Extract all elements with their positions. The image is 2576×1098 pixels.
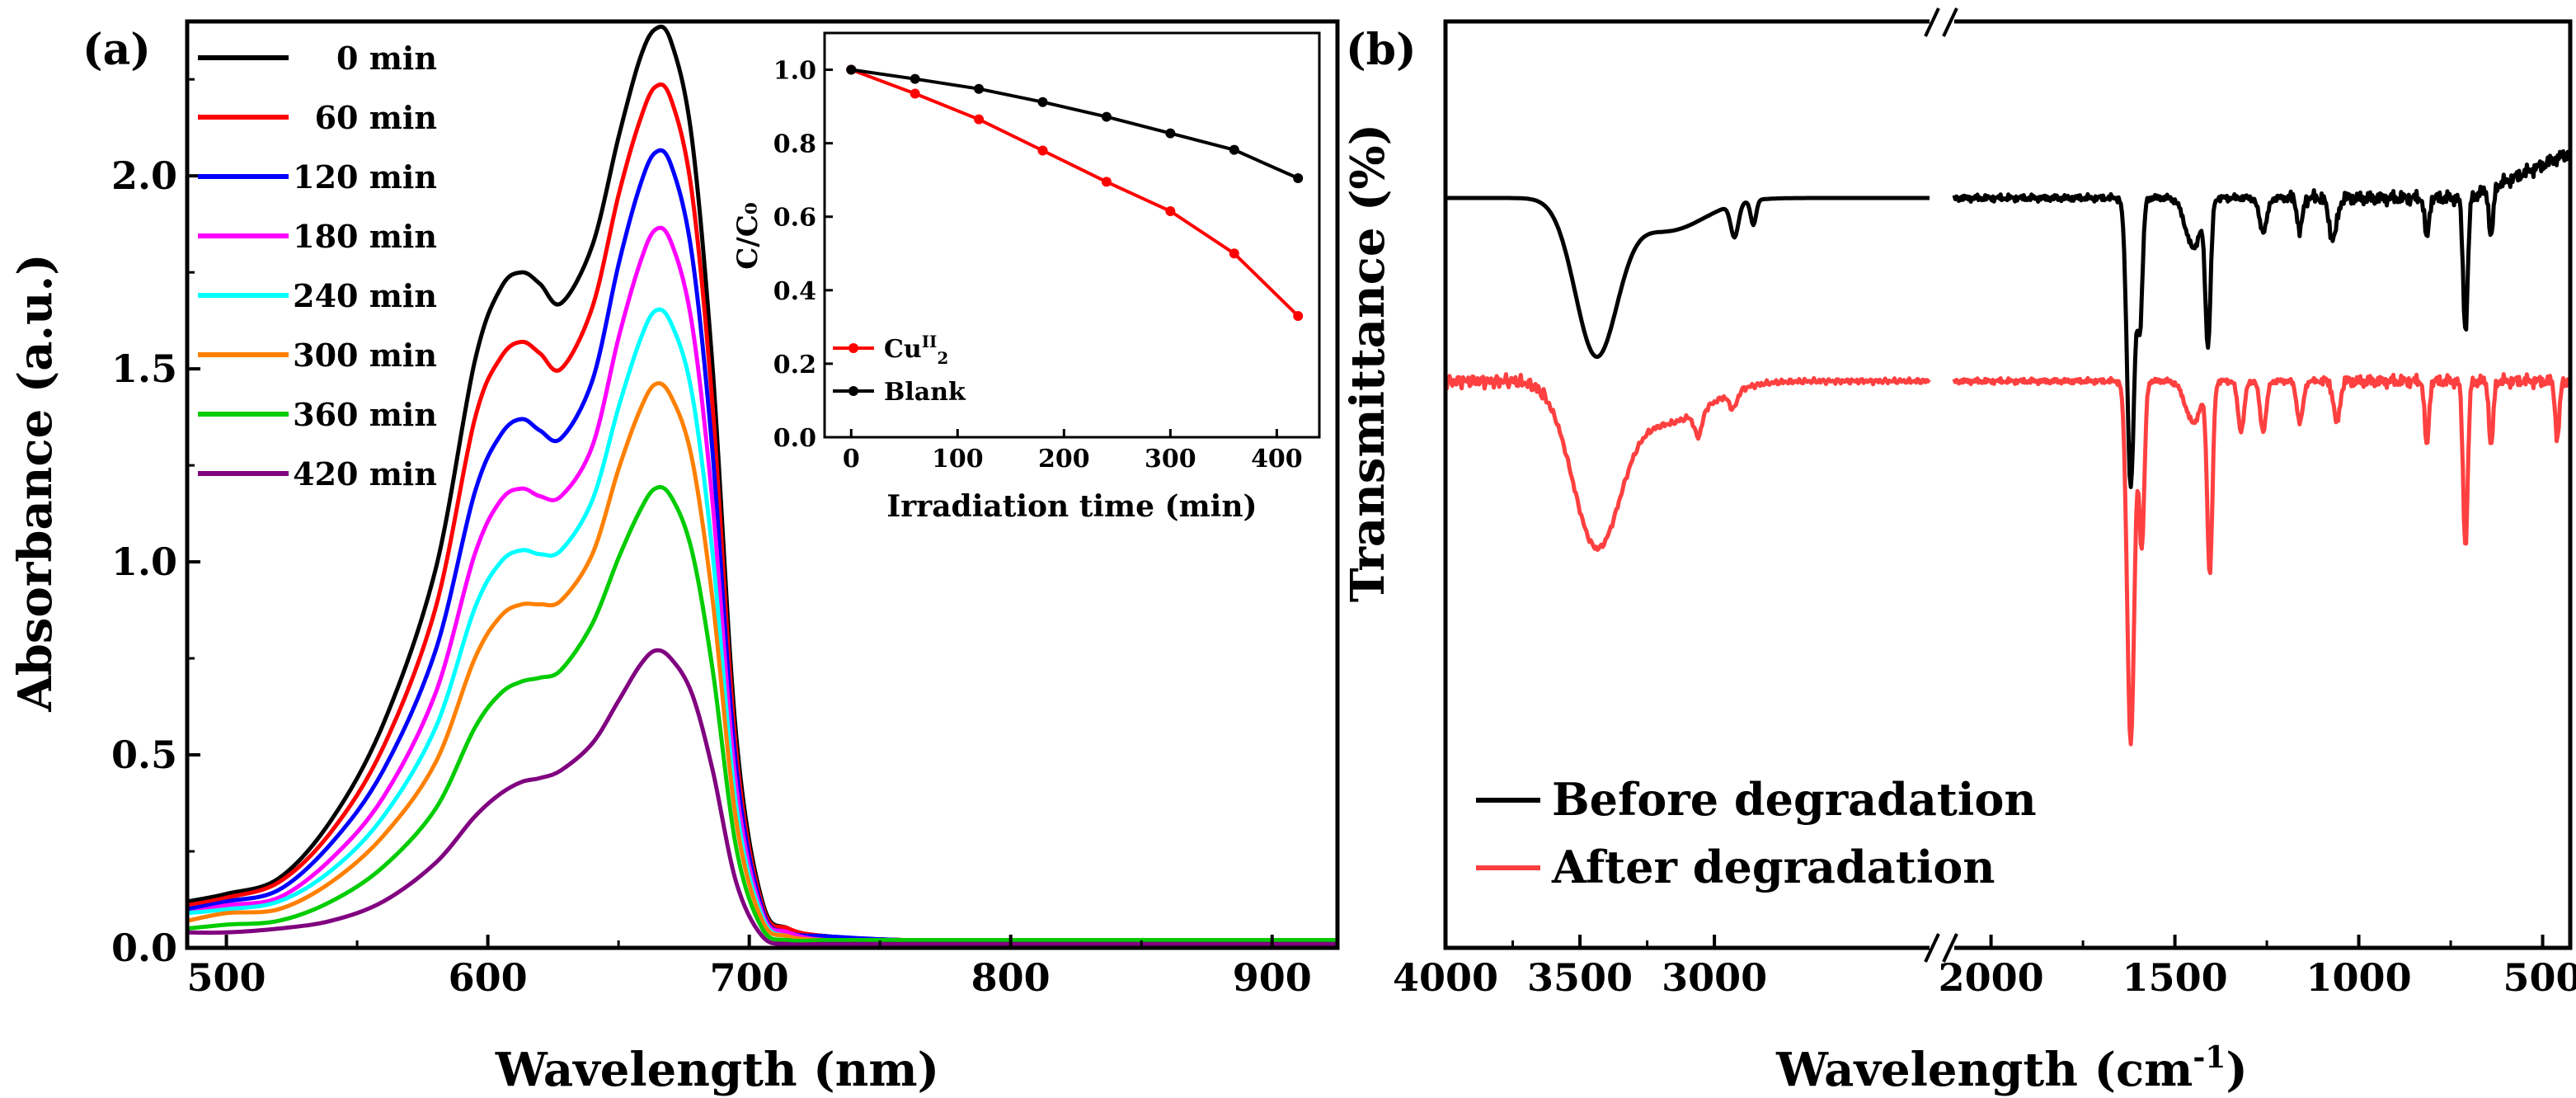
spectrum-right-0	[1952, 148, 2572, 489]
series-line-420-min	[186, 648, 1337, 947]
panel-b-series-group	[1443, 148, 2572, 747]
x-tick-label: 700	[710, 955, 789, 1000]
inset-frame	[823, 31, 1321, 439]
inset-point	[974, 83, 985, 94]
b-x-tick-label: 500	[2503, 955, 2576, 1000]
legend-label: 60 min	[315, 99, 437, 136]
panel-b-legend: Before degradation After degradation	[1476, 773, 2037, 893]
y-tick-label: 0.5	[111, 733, 177, 777]
inset-line-cu	[850, 68, 1300, 318]
inset-ticks: 0 100 200 300 400 0.0 0.2 0.4 0.6 0.8 1.0	[773, 57, 1303, 474]
panel-a-x-axis-label: Wavelength (nm)	[495, 1043, 939, 1097]
legend-label: 300 min	[293, 337, 437, 374]
inset-legend: CuII2 Blank	[833, 332, 966, 407]
b-legend-label: After degradation	[1551, 841, 1995, 893]
inset-y-tick-label: 0.0	[773, 424, 816, 453]
inset-y-tick-label: 0.6	[773, 204, 816, 233]
b-legend-label: Before degradation	[1552, 773, 2037, 826]
panel-a-label: (a)	[82, 25, 151, 75]
panel-b-ticks: 4000 3500 3000 2000 1500 1000 500	[1393, 935, 2576, 1000]
inset-x-tick-label: 400	[1251, 445, 1303, 474]
b-x-tick-label: 2000	[1939, 955, 2044, 1000]
b-x-tick-label: 3000	[1662, 955, 1767, 1000]
spectrum-left-1	[1443, 372, 1931, 552]
inset-x-tick-label: 200	[1038, 445, 1090, 474]
panel-a-series-group	[186, 24, 1337, 947]
inset-point	[910, 73, 920, 84]
inset-y-tick-label: 0.2	[773, 351, 816, 379]
y-tick-label: 0.0	[111, 926, 177, 970]
b-x-tick-label: 3500	[1527, 955, 1633, 1000]
inset-point	[1037, 97, 1048, 107]
panel-b: (b) 4000 3500 3000 2000 1500 1000 500 Transmit…	[1341, 7, 2576, 1097]
inset-point	[974, 114, 985, 125]
inset-y-axis-label: C/C₀	[731, 202, 764, 269]
b-x-tick-label: 1500	[2122, 955, 2228, 1000]
panel-a: (a) 500 600 700 800 900 0.0 0.5 1.0 1.5 2.0 Absor…	[8, 19, 1340, 1097]
panel-a-y-axis-label: Absorbance (a.u.)	[8, 253, 63, 712]
panel-b-frame	[1443, 19, 2573, 950]
legend-label: 240 min	[293, 277, 437, 314]
spectrum-left-0	[1445, 196, 1930, 359]
inset-y-tick-label: 1.0	[773, 57, 816, 86]
inset-x-tick-label: 0	[843, 445, 860, 474]
inset-point	[1165, 128, 1176, 139]
b-x-tick-label: 1000	[2306, 955, 2412, 1000]
panel-a-frame	[185, 19, 1340, 950]
inset-x-tick-label: 100	[932, 445, 984, 474]
inset-x-tick-label: 300	[1145, 445, 1196, 474]
x-tick-label: 500	[187, 955, 266, 1000]
inset-x-axis-label: Irradiation time (min)	[886, 489, 1257, 524]
panel-b-x-axis-label: Wavelength (cm-1)	[1775, 1040, 2248, 1097]
inset-point	[910, 88, 920, 99]
legend-label: 360 min	[293, 396, 437, 433]
legend-label: 180 min	[293, 218, 437, 255]
axis-break	[1924, 7, 1958, 963]
b-x-tick-label: 4000	[1393, 955, 1498, 1000]
inset-point	[1229, 144, 1239, 155]
panel-b-label: (b)	[1346, 25, 1417, 75]
inset-chart: 0 100 200 300 400 0.0 0.2 0.4 0.6 0.8 1.0 C/C₀ Irr…	[731, 31, 1321, 524]
inset-legend-marker	[848, 386, 858, 396]
inset-point	[1293, 311, 1304, 321]
legend-label: 0 min	[336, 40, 437, 77]
inset-legend-marker	[848, 343, 858, 353]
spectrum-right-1	[1952, 372, 2572, 747]
panel-a-ticks: 500 600 700 800 900 0.0 0.5 1.0 1.5 2.0	[111, 78, 1312, 1000]
inset-point	[1293, 172, 1304, 183]
inset-point	[1229, 248, 1239, 259]
inset-line-blank	[851, 68, 1300, 180]
inset-point	[1101, 177, 1112, 187]
inset-legend-label: Blank	[884, 378, 966, 407]
legend-label: 420 min	[293, 455, 437, 492]
inset-y-tick-label: 0.4	[773, 277, 816, 306]
inset-legend-label: CuII2	[884, 332, 948, 368]
x-tick-label: 600	[449, 955, 528, 1000]
series-line-180-min	[186, 225, 1337, 943]
inset-point	[1165, 206, 1176, 217]
panel-a-legend: 0 min 60 min 120 min 180 min 240 min 300 min 3…	[198, 40, 437, 492]
x-tick-label: 800	[971, 955, 1051, 1000]
y-tick-label: 2.0	[111, 153, 177, 198]
series-line-360-min	[186, 485, 1337, 944]
inset-point	[846, 64, 857, 75]
x-tick-label: 900	[1233, 955, 1312, 1000]
inset-series-group	[846, 64, 1304, 321]
y-tick-label: 1.5	[111, 346, 177, 391]
legend-label: 120 min	[293, 158, 437, 196]
panel-b-y-axis-label: Transmittance (%)	[1341, 124, 1395, 602]
inset-point	[1037, 145, 1048, 156]
series-line-120-min	[186, 148, 1337, 943]
inset-point	[1101, 111, 1112, 122]
y-tick-label: 1.0	[111, 540, 177, 584]
inset-y-tick-label: 0.8	[773, 130, 816, 159]
